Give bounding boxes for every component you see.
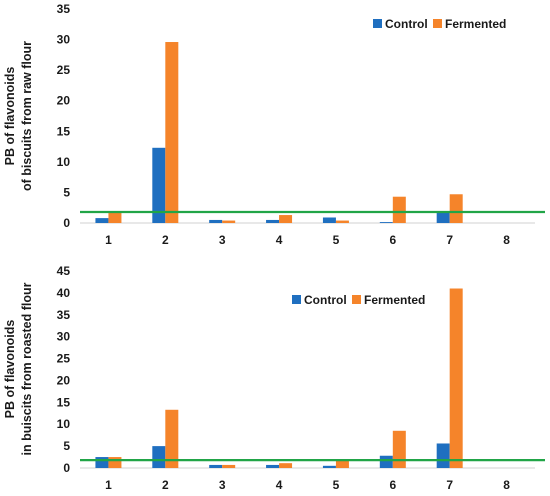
bar-control-1 xyxy=(95,457,109,468)
x-tick-label: 3 xyxy=(219,478,226,492)
bar-control-2 xyxy=(152,147,166,223)
y-axis-label-line: in buiscits from roasted flour xyxy=(20,282,34,455)
legend-label-control: Control xyxy=(304,293,347,307)
bar-control-4 xyxy=(266,464,280,468)
bar-fermented-2 xyxy=(165,409,179,468)
y-tick-label: 25 xyxy=(57,63,71,77)
bar-control-5 xyxy=(322,465,336,468)
y-tick-label: 5 xyxy=(63,185,70,199)
bar-fermented-7 xyxy=(449,194,463,223)
x-tick-label: 1 xyxy=(105,478,112,492)
y-tick-label: 35 xyxy=(57,2,71,16)
bar-control-6 xyxy=(379,222,393,223)
legend-label-fermented: Fermented xyxy=(445,17,506,31)
legend-swatch-fermented xyxy=(433,19,442,28)
bar-fermented-3 xyxy=(222,220,236,223)
y-tick-label: 15 xyxy=(57,124,71,138)
y-tick-label: 20 xyxy=(57,373,71,387)
x-tick-label: 5 xyxy=(333,233,340,247)
bar-control-2 xyxy=(152,446,166,468)
x-tick-label: 7 xyxy=(446,233,453,247)
legend-swatch-control xyxy=(373,19,382,28)
x-tick-label: 4 xyxy=(276,233,283,247)
x-tick-label: 8 xyxy=(503,478,510,492)
bar-fermented-3 xyxy=(222,464,236,468)
y-tick-label: 30 xyxy=(57,330,71,344)
x-tick-label: 2 xyxy=(162,478,169,492)
bar-control-4 xyxy=(266,219,280,223)
y-tick-label: 20 xyxy=(57,94,71,108)
bar-control-7 xyxy=(436,443,450,468)
x-tick-label: 8 xyxy=(503,233,510,247)
bar-fermented-7 xyxy=(449,288,463,468)
y-tick-label: 5 xyxy=(63,439,70,453)
bar-control-3 xyxy=(209,464,223,468)
bar-control-7 xyxy=(436,212,450,223)
x-tick-label: 3 xyxy=(219,233,226,247)
y-tick-label: 0 xyxy=(63,216,70,230)
y-tick-label: 30 xyxy=(57,33,71,47)
x-tick-label: 4 xyxy=(276,478,283,492)
y-tick-label: 10 xyxy=(57,155,71,169)
y-tick-label: 25 xyxy=(57,352,71,366)
x-tick-label: 2 xyxy=(162,233,169,247)
bar-fermented-6 xyxy=(392,430,406,468)
x-tick-label: 1 xyxy=(105,233,112,247)
y-tick-label: 40 xyxy=(57,286,71,300)
bar-fermented-6 xyxy=(392,196,406,223)
legend-swatch-fermented xyxy=(352,295,361,304)
y-axis-label-line: of biscuits from raw flour xyxy=(20,41,34,191)
chart-1: 0 5 10 15 20 25 30 35 1 2 3 4 5 6 7 8 PB of flavonoids of… xyxy=(3,2,545,247)
bar-fermented-1 xyxy=(108,457,122,468)
legend-swatch-control xyxy=(292,295,301,304)
legend-label-fermented: Fermented xyxy=(364,293,425,307)
bar-fermented-4 xyxy=(279,215,293,223)
y-axis-label-line: PB of flavonoids xyxy=(3,67,17,166)
y-tick-label: 10 xyxy=(57,417,71,431)
x-tick-label: 6 xyxy=(389,478,396,492)
bar-control-5 xyxy=(322,217,336,223)
y-tick-label: 15 xyxy=(57,395,71,409)
y-tick-label: 45 xyxy=(57,264,71,278)
bar-fermented-1 xyxy=(108,212,122,223)
y-tick-label: 35 xyxy=(57,308,71,322)
bar-control-3 xyxy=(209,219,223,223)
x-tick-label: 7 xyxy=(446,478,453,492)
x-tick-label: 5 xyxy=(333,478,340,492)
x-tick-label: 6 xyxy=(389,233,396,247)
y-tick-label: 0 xyxy=(63,461,70,475)
legend-label-control: Control xyxy=(385,17,428,31)
bar-fermented-2 xyxy=(165,42,179,223)
bar-control-6 xyxy=(379,455,393,468)
bar-control-1 xyxy=(95,218,109,223)
y-axis-label-line: PB of flavonoids xyxy=(3,320,17,419)
bar-fermented-4 xyxy=(279,463,293,468)
bar-fermented-5 xyxy=(335,220,349,223)
bar-fermented-5 xyxy=(335,459,349,468)
